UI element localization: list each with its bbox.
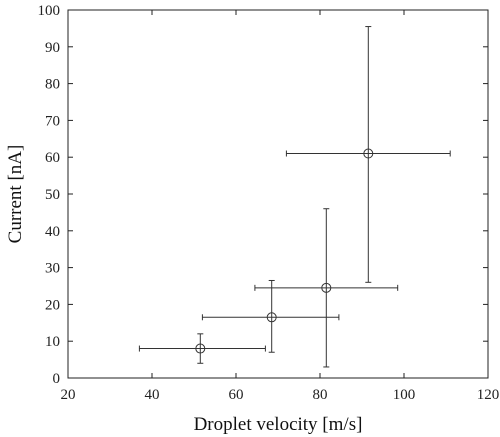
y-tick-label: 90 (45, 40, 60, 56)
y-tick-label: 70 (45, 113, 60, 129)
y-tick-label: 60 (45, 150, 60, 166)
x-tick-label: 20 (61, 387, 76, 403)
errorbars-layer (138, 26, 451, 368)
y-tick-label: 80 (45, 77, 60, 93)
y-tick-label: 100 (38, 3, 61, 19)
y-tick-label: 30 (45, 261, 60, 277)
y-tick-label: 10 (45, 334, 60, 350)
ticks-layer: 20 40 60 80 100 120 0 10 20 30 40 50 60 70 80 90 100 (38, 3, 500, 403)
x-tick-label: 100 (393, 387, 416, 403)
x-tick-label: 40 (145, 387, 160, 403)
y-tick-label: 50 (45, 187, 60, 203)
x-tick-label: 60 (229, 387, 244, 403)
data-point-marker (195, 343, 206, 354)
x-axis-title: Droplet velocity [m/s] (194, 414, 363, 435)
data-point-marker (363, 148, 374, 159)
x-tick-label: 120 (477, 387, 500, 403)
y-tick-label: 20 (45, 297, 60, 313)
y-axis-title: Current [nA] (5, 145, 26, 244)
markers-layer (195, 148, 374, 354)
plot-frame (67, 9, 489, 379)
x-tick-label: 80 (313, 387, 328, 403)
data-point-marker (266, 312, 277, 323)
data-point-marker (321, 282, 332, 293)
y-tick-label: 40 (45, 224, 60, 240)
y-tick-label: 0 (53, 371, 61, 387)
